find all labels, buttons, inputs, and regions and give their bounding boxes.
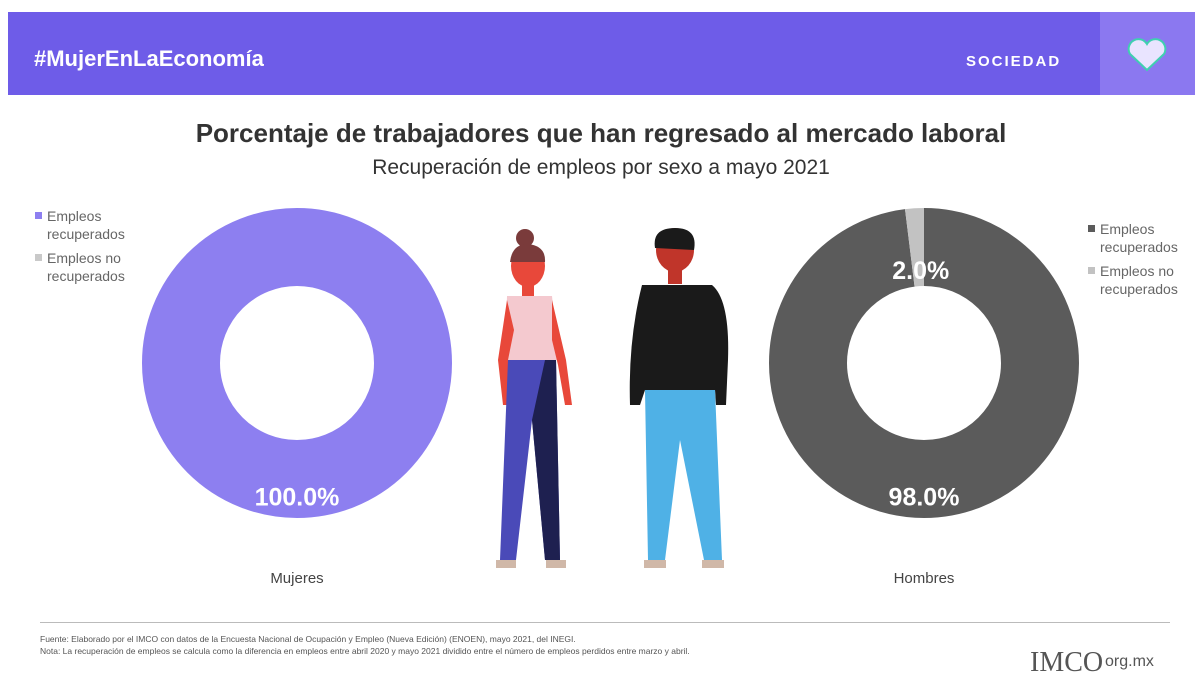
badge bbox=[1100, 12, 1195, 95]
hashtag: #MujerEnLaEconomía bbox=[34, 46, 264, 71]
legend-item: Empleos recuperados bbox=[1088, 220, 1202, 256]
logo: IMCO bbox=[1030, 647, 1104, 678]
legend-item: Empleos recuperados bbox=[35, 207, 167, 243]
value-label: 98.0% bbox=[889, 484, 960, 512]
donut-label: Hombres bbox=[893, 570, 955, 587]
legend-swatch bbox=[1088, 267, 1095, 274]
legend-swatch bbox=[35, 212, 42, 219]
title: Porcentaje de trabajadores que han regre… bbox=[195, 118, 1007, 148]
badge-icon bbox=[1127, 38, 1167, 72]
woman-illustration bbox=[496, 229, 572, 568]
legend: Empleos recuperados Empleos no recuperado… bbox=[35, 207, 167, 291]
legend-swatch bbox=[1088, 225, 1095, 232]
source-note: Fuente: Elaborado por el IMCO con datos … bbox=[40, 634, 576, 644]
footer-rule bbox=[40, 622, 1170, 623]
legend: Empleos recuperados Empleos no recuperado… bbox=[1088, 220, 1202, 304]
donut-segment bbox=[769, 208, 1079, 518]
legend-label: Empleos no recuperados bbox=[47, 250, 125, 284]
site: org.mx bbox=[1105, 653, 1154, 670]
legend-label: Empleos recuperados bbox=[47, 208, 125, 242]
value-label: 2.0% bbox=[892, 257, 949, 285]
section-label: SOCIEDAD bbox=[966, 53, 1062, 70]
method-note: Nota: La recuperación de empleos se calc… bbox=[40, 646, 690, 656]
donut-segment bbox=[142, 208, 452, 518]
legend-item: Empleos no recuperados bbox=[35, 249, 167, 285]
value-label: 100.0% bbox=[255, 484, 340, 512]
legend-item: Empleos no recuperados bbox=[1088, 262, 1202, 298]
legend-label: Empleos no recuperados bbox=[1100, 263, 1178, 297]
man-illustration bbox=[629, 228, 729, 568]
charts: 100.0% 98.0% 2.0% bbox=[142, 208, 1079, 568]
donut-label: Mujeres bbox=[270, 570, 324, 587]
header-bar bbox=[8, 12, 1195, 95]
legend-swatch bbox=[35, 254, 42, 261]
subtitle: Recuperación de empleos por sexo a mayo … bbox=[372, 156, 830, 179]
legend-label: Empleos recuperados bbox=[1100, 221, 1178, 255]
